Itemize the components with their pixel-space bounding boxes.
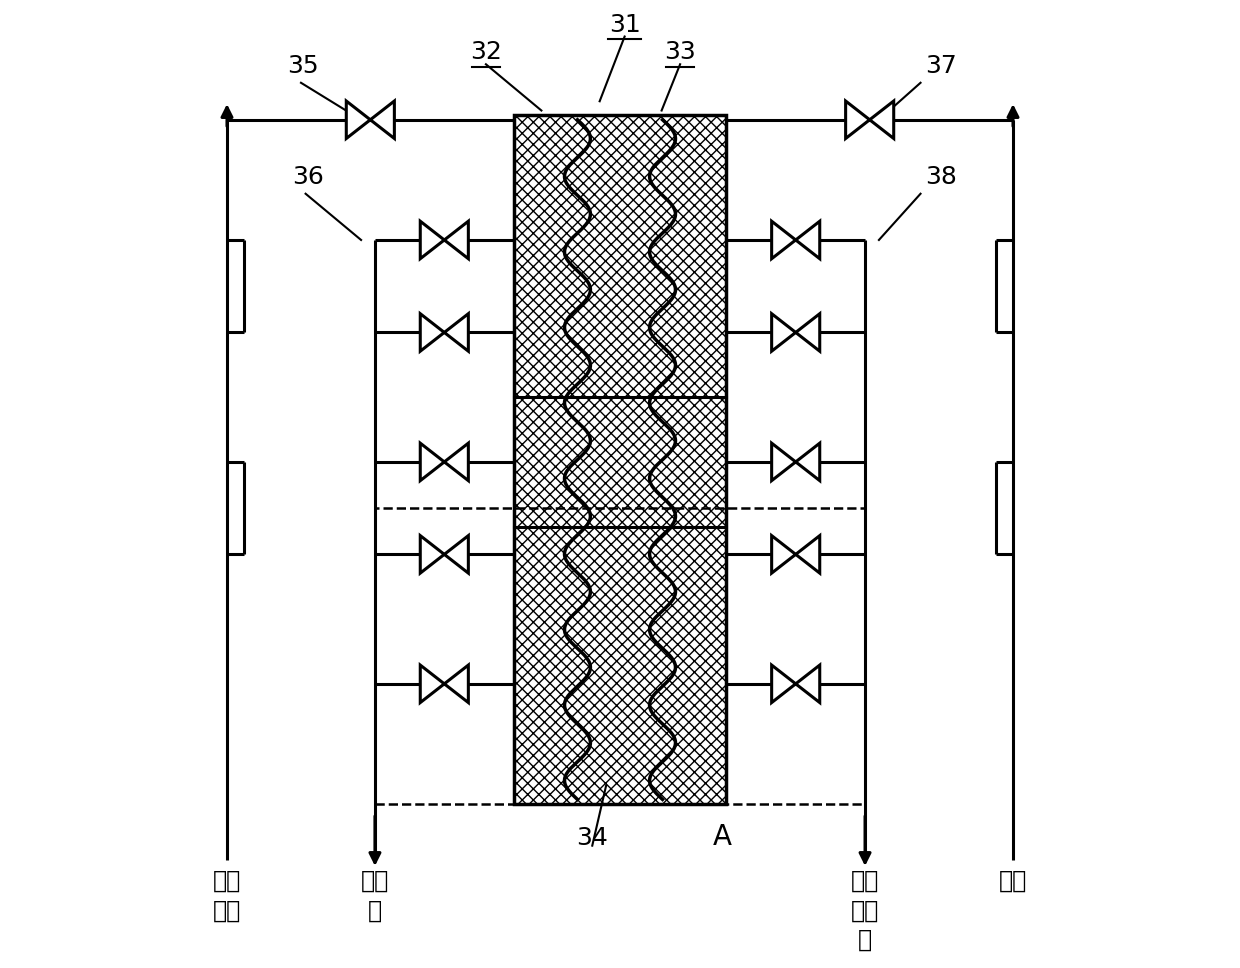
Polygon shape xyxy=(444,535,469,573)
Polygon shape xyxy=(346,101,371,138)
Polygon shape xyxy=(444,314,469,351)
Polygon shape xyxy=(796,665,820,703)
Text: A: A xyxy=(713,823,732,851)
Text: 32: 32 xyxy=(470,41,502,64)
Polygon shape xyxy=(771,314,796,351)
Polygon shape xyxy=(444,665,469,703)
Text: 34: 34 xyxy=(577,827,608,850)
Text: 凝结
水: 凝结 水 xyxy=(361,868,389,923)
Polygon shape xyxy=(420,314,444,351)
Polygon shape xyxy=(796,443,820,481)
Text: 37: 37 xyxy=(925,54,957,78)
Polygon shape xyxy=(869,101,894,138)
Polygon shape xyxy=(444,222,469,258)
Text: 过热
蒸汽: 过热 蒸汽 xyxy=(213,868,241,923)
Polygon shape xyxy=(771,222,796,258)
Polygon shape xyxy=(371,101,394,138)
Text: 36: 36 xyxy=(291,166,324,189)
Text: 35: 35 xyxy=(288,54,319,78)
Polygon shape xyxy=(771,535,796,573)
Text: 热水
或蒸
汽: 热水 或蒸 汽 xyxy=(851,868,879,953)
Polygon shape xyxy=(444,443,469,481)
Text: 33: 33 xyxy=(665,41,696,64)
Polygon shape xyxy=(420,665,444,703)
Bar xyxy=(513,115,727,804)
Polygon shape xyxy=(420,535,444,573)
Polygon shape xyxy=(771,665,796,703)
Polygon shape xyxy=(796,535,820,573)
Polygon shape xyxy=(796,222,820,258)
Text: 38: 38 xyxy=(925,166,957,189)
Bar xyxy=(374,508,866,804)
Polygon shape xyxy=(420,222,444,258)
Polygon shape xyxy=(771,443,796,481)
Polygon shape xyxy=(796,314,820,351)
Text: 冷水: 冷水 xyxy=(999,868,1027,892)
Polygon shape xyxy=(420,443,444,481)
Polygon shape xyxy=(846,101,869,138)
Text: 31: 31 xyxy=(609,13,641,37)
